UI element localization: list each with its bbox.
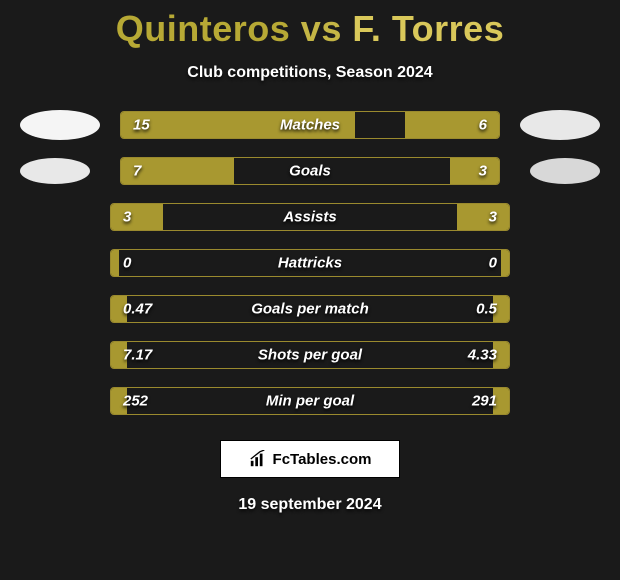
stat-row: 0 Hattricks 0 [10,248,610,278]
stat-right-value: 0.5 [476,301,497,318]
bar-track: 3 Assists 3 [110,203,510,231]
stat-label: Min per goal [266,393,354,410]
vs-separator: vs [301,8,353,49]
stat-right-value: 3 [489,209,497,226]
stat-row: 7 Goals 3 [10,156,610,186]
stat-right-value: 4.33 [468,347,497,364]
stat-row: 15 Matches 6 [10,110,610,140]
stat-left-value: 7.17 [123,347,152,364]
stat-left-value: 0 [123,255,131,272]
brand-text: FcTables.com [273,451,372,468]
stat-label: Matches [280,117,340,134]
bar-left-fill [111,204,163,230]
stat-row: 252 Min per goal 291 [10,386,610,416]
avatar-right-1 [520,110,600,140]
bar-left-fill [111,250,119,276]
player-left-name: Quinteros [116,8,291,49]
stat-left-value: 15 [133,117,150,134]
bar-right-fill [457,204,509,230]
chart-icon [249,450,267,468]
stat-right-value: 6 [479,117,487,134]
bar-track: 7.17 Shots per goal 4.33 [110,341,510,369]
bar-track: 0.47 Goals per match 0.5 [110,295,510,323]
stat-row: 0.47 Goals per match 0.5 [10,294,610,324]
brand-badge[interactable]: FcTables.com [220,440,400,478]
bar-right-fill [450,158,499,184]
comparison-title: Quinteros vs F. Torres [0,0,620,50]
stat-left-value: 252 [123,393,148,410]
bar-track: 0 Hattricks 0 [110,249,510,277]
stat-right-value: 0 [489,255,497,272]
stat-label: Hattricks [278,255,342,272]
stat-right-value: 291 [472,393,497,410]
stats-area: 15 Matches 6 7 Goals 3 3 Assists 3 [0,110,620,416]
stat-left-value: 7 [133,163,141,180]
stat-label: Goals [289,163,331,180]
bar-track: 7 Goals 3 [120,157,500,185]
avatar-left-2 [20,158,90,184]
stat-row: 7.17 Shots per goal 4.33 [10,340,610,370]
stat-left-value: 3 [123,209,131,226]
stat-label: Assists [283,209,336,226]
avatar-right-2 [530,158,600,184]
stat-row: 3 Assists 3 [10,202,610,232]
stat-label: Goals per match [251,301,369,318]
bar-track: 252 Min per goal 291 [110,387,510,415]
stat-left-value: 0.47 [123,301,152,318]
player-right-name: F. Torres [352,8,504,49]
bar-track: 15 Matches 6 [120,111,500,139]
stat-right-value: 3 [479,163,487,180]
footer-date: 19 september 2024 [0,496,620,514]
stat-label: Shots per goal [258,347,362,364]
bar-right-fill [501,250,509,276]
subtitle: Club competitions, Season 2024 [0,64,620,82]
avatar-left-1 [20,110,100,140]
